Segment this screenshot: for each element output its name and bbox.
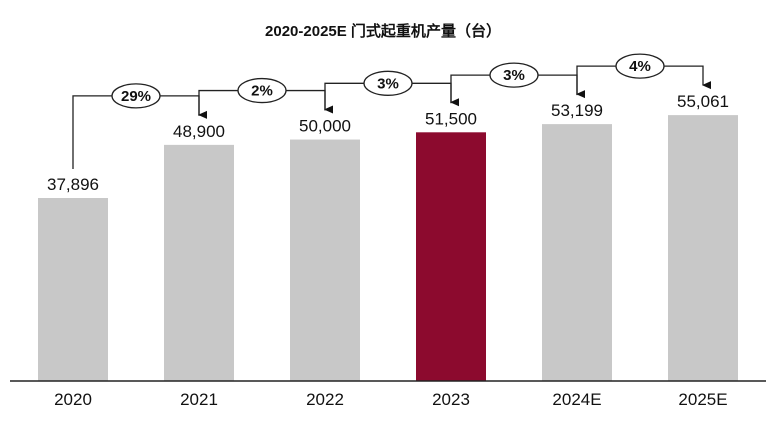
growth-bubble-1 [111, 83, 161, 109]
x-tick-2020: 2020 [54, 390, 92, 409]
chart-title: 2020-2025E 门式起重机产量（台） [265, 22, 501, 40]
bar-2024E [542, 124, 612, 382]
x-tick-2021: 2021 [180, 390, 218, 409]
x-tick-2022: 2022 [306, 390, 344, 409]
bar-2025E [668, 115, 738, 382]
growth-label-2: 2% [251, 83, 273, 100]
growth-label-5: 4% [629, 58, 651, 75]
growth-label-1: 29% [121, 88, 151, 105]
x-tick-2023: 2023 [432, 390, 470, 409]
growth-label-4: 3% [503, 67, 525, 84]
growth-bubble-5 [615, 53, 665, 79]
bar-2023 [416, 132, 486, 381]
data-label-2021: 48,900 [173, 122, 225, 141]
growth-label-3: 3% [377, 75, 399, 92]
growth-bubble-2 [237, 77, 287, 104]
data-label-2020: 37,896 [47, 175, 99, 194]
data-label-2022: 50,000 [299, 117, 351, 136]
data-label-2023: 51,500 [425, 109, 477, 128]
data-label-2024E: 53,199 [551, 101, 603, 120]
bar-2021 [164, 144, 234, 381]
growth-bubble-4 [489, 62, 539, 88]
x-tick-2024E: 2024E [552, 390, 601, 409]
bar-2022 [290, 139, 360, 381]
growth-bubble-3 [363, 70, 413, 96]
bar-2020 [38, 198, 108, 381]
x-tick-2025E: 2025E [678, 390, 727, 409]
data-label-2025E: 55,061 [677, 92, 729, 111]
